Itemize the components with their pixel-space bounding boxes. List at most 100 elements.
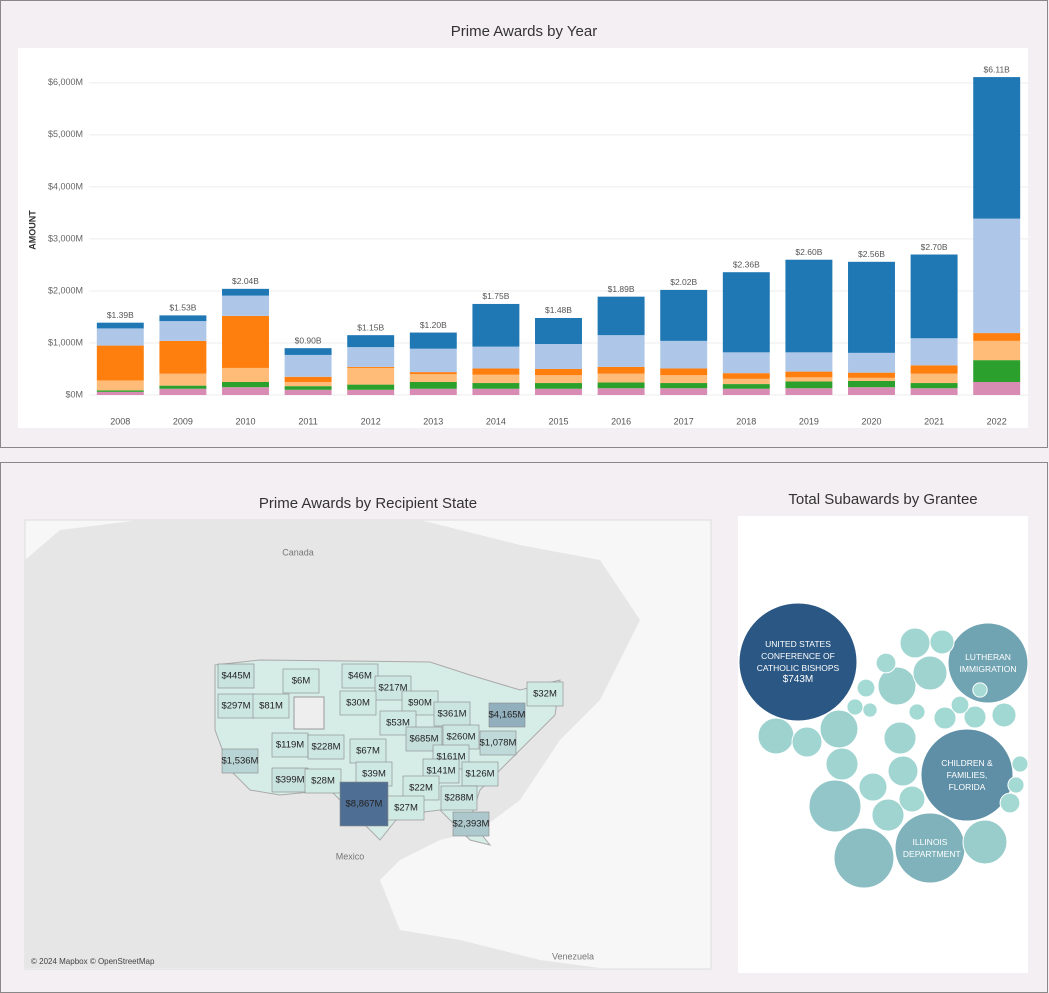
total-label: $1.53B bbox=[169, 303, 196, 313]
state-value-label: $141M bbox=[426, 766, 455, 777]
state-value-label: $1,078M bbox=[480, 738, 517, 749]
x-tick-label: 2019 bbox=[799, 416, 819, 426]
state-value-label: $53M bbox=[386, 718, 410, 729]
state-value-label: $445M bbox=[221, 671, 250, 682]
bar-segment bbox=[347, 347, 395, 367]
x-tick-label: 2016 bbox=[611, 416, 631, 426]
state-value-label: $297M bbox=[221, 701, 250, 712]
bubble bbox=[757, 717, 795, 755]
state-value-label: $46M bbox=[348, 671, 372, 682]
bubble bbox=[846, 698, 864, 716]
bubble bbox=[991, 702, 1017, 728]
state-empty bbox=[293, 696, 325, 730]
y-tick-label: $0M bbox=[65, 389, 83, 399]
bar-segment bbox=[785, 259, 833, 353]
state bbox=[339, 781, 389, 827]
chart-title: Total Subawards by Grantee bbox=[788, 491, 977, 508]
bar-segment bbox=[409, 332, 457, 349]
map-attribution: © 2024 Mapbox © OpenStreetMap bbox=[31, 957, 155, 966]
state bbox=[339, 690, 377, 716]
state bbox=[217, 663, 255, 689]
bar-segment bbox=[848, 352, 895, 373]
bar-segment bbox=[472, 346, 520, 369]
bar-segment bbox=[284, 386, 332, 390]
bar-segment bbox=[597, 388, 645, 395]
state bbox=[526, 681, 564, 707]
bar-segment bbox=[159, 340, 207, 374]
total-label: $2.70B bbox=[921, 242, 948, 252]
total-label: $1.39B bbox=[107, 310, 134, 320]
state bbox=[341, 663, 379, 689]
x-tick-label: 2020 bbox=[861, 416, 881, 426]
bar-segment bbox=[409, 381, 457, 389]
bar-segment bbox=[472, 368, 520, 375]
bar-segment bbox=[973, 77, 1021, 219]
x-tick-label: 2010 bbox=[235, 416, 255, 426]
bar-segment bbox=[159, 373, 207, 386]
bar-segment bbox=[660, 289, 708, 341]
total-label: $1.20B bbox=[420, 320, 447, 330]
bubble bbox=[856, 678, 876, 698]
x-tick-label: 2018 bbox=[736, 416, 756, 426]
bubble-label: LUTHERAN IMMIGRATION bbox=[957, 651, 1019, 675]
y-tick-label: $1,000M bbox=[48, 337, 83, 347]
bar-segment bbox=[973, 381, 1021, 395]
bar-segment bbox=[660, 388, 708, 395]
bar-segment bbox=[284, 376, 332, 382]
bar-segment bbox=[660, 375, 708, 384]
bar-segment bbox=[409, 348, 457, 373]
bar-segment bbox=[848, 372, 895, 378]
bar-segment bbox=[347, 335, 395, 348]
bubble bbox=[825, 747, 859, 781]
total-label: $1.48B bbox=[545, 305, 572, 315]
bubble-name: ILLINOIS DEPARTMENT bbox=[902, 837, 961, 859]
bar-segment bbox=[660, 383, 708, 389]
state bbox=[433, 701, 471, 727]
bar-segment bbox=[785, 388, 833, 395]
x-tick-label: 2013 bbox=[423, 416, 443, 426]
bar-segment bbox=[597, 382, 645, 389]
bubble bbox=[738, 602, 858, 722]
bar-segment bbox=[284, 381, 332, 387]
bubble bbox=[929, 629, 955, 655]
state bbox=[271, 767, 309, 793]
bar-segment bbox=[660, 340, 708, 369]
bar-segment bbox=[96, 390, 144, 392]
state-value-label: $1,536M bbox=[222, 756, 259, 767]
place-label: Mexico bbox=[336, 851, 365, 861]
bar-segment bbox=[284, 354, 332, 377]
y-tick-label: $5,000M bbox=[48, 129, 83, 139]
x-tick-label: 2017 bbox=[674, 416, 694, 426]
bar-segment bbox=[660, 368, 708, 376]
bar-segment bbox=[472, 303, 520, 347]
bubble bbox=[819, 709, 859, 749]
bubble bbox=[962, 819, 1008, 865]
total-label: $2.04B bbox=[232, 276, 259, 286]
bar-segment bbox=[722, 352, 770, 374]
bar-segment bbox=[973, 218, 1021, 334]
bar-segment bbox=[535, 388, 582, 395]
state-value-label: $67M bbox=[356, 746, 380, 757]
bar-segment bbox=[222, 295, 269, 316]
chart-title: Prime Awards by Year bbox=[451, 23, 597, 40]
x-tick-label: 2011 bbox=[298, 416, 317, 426]
bar-segment bbox=[284, 389, 332, 395]
bar-segment bbox=[848, 380, 895, 388]
y-tick-label: $6,000M bbox=[48, 77, 83, 87]
bar-segment bbox=[96, 391, 144, 395]
chart-title: Prime Awards by Recipient State bbox=[259, 495, 477, 512]
bar-segment bbox=[409, 388, 457, 395]
bar-segment bbox=[222, 315, 269, 368]
state-value-label: $217M bbox=[378, 683, 407, 694]
bar-segment bbox=[785, 371, 833, 378]
place-label: Venezuela bbox=[552, 951, 594, 961]
bar-segment bbox=[96, 322, 144, 329]
bubble bbox=[833, 827, 895, 889]
state-value-label: $4,165M bbox=[489, 710, 526, 721]
bubble bbox=[862, 702, 878, 718]
bubble bbox=[791, 726, 823, 758]
bar-segment bbox=[910, 383, 958, 389]
bubble bbox=[1011, 755, 1029, 773]
